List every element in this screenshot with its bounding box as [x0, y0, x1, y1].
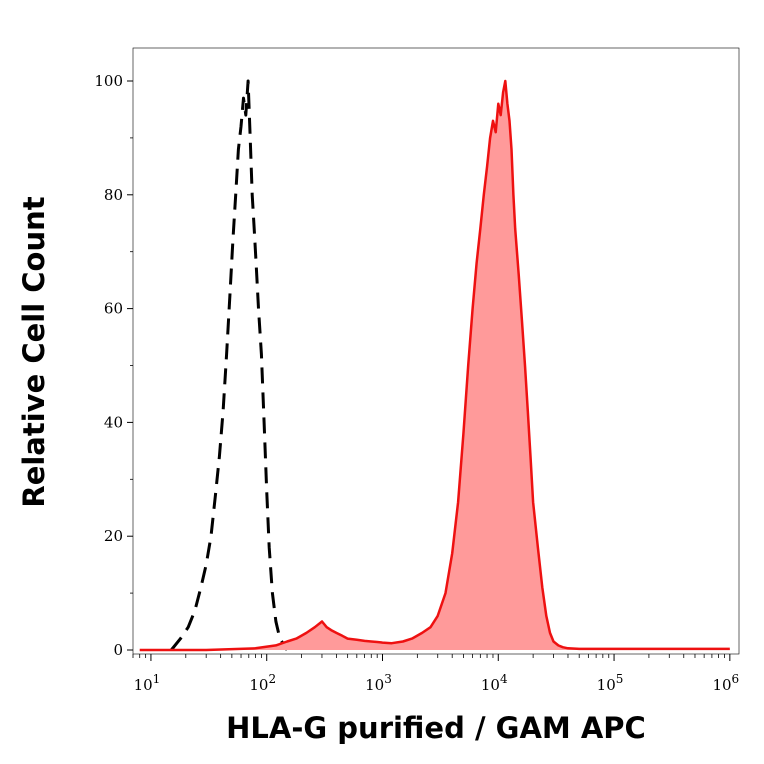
plot-frame — [132, 47, 740, 655]
x-tick-label: 101 — [134, 672, 161, 694]
series-1-area — [139, 81, 730, 650]
x-tick-label: 105 — [597, 672, 624, 694]
series-layer — [139, 79, 730, 652]
x-axis-ticks: 101 102 103 104 105 106 — [132, 654, 739, 694]
y-tick-label: 40 — [104, 413, 123, 431]
x-tick-label: 103 — [365, 672, 392, 694]
x-axis-label: HLA-G purified / GAM APC — [226, 711, 646, 745]
y-tick-label: 20 — [104, 527, 123, 545]
y-tick-label: 60 — [104, 300, 123, 318]
y-tick-label: 100 — [94, 72, 123, 90]
y-axis-label: Relative Cell Count — [17, 196, 51, 507]
x-tick-label: 106 — [712, 672, 739, 694]
x-tick-label: 102 — [249, 672, 276, 694]
x-tick-label: 104 — [481, 672, 508, 694]
series-0-line — [170, 79, 289, 651]
y-axis-ticks: 0 20 40 60 80 100 — [94, 72, 133, 659]
y-tick-label: 80 — [104, 186, 123, 204]
series-1-line — [139, 79, 730, 652]
y-tick-label: 0 — [113, 641, 123, 659]
